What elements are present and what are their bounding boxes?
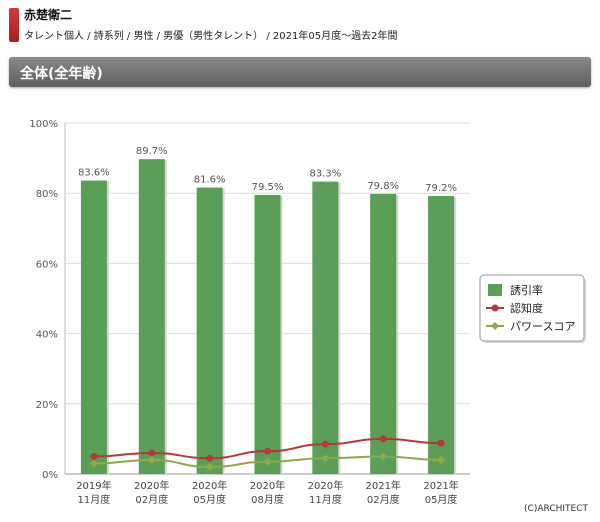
y-tick-label: 60%: [36, 259, 58, 270]
section-header: 全体(全年齢): [9, 57, 591, 87]
x-tick-label: 2019年 11月度: [76, 479, 111, 506]
y-tick-label: 20%: [36, 400, 58, 411]
bar: [138, 159, 165, 474]
legend-label: 誘引率: [510, 283, 543, 297]
line-point: [379, 452, 388, 461]
x-tick-label: 2020年 08月度: [250, 479, 285, 506]
line-point: [148, 449, 156, 457]
legend-label: パワースコア: [510, 320, 575, 333]
legend-marker: [491, 322, 499, 330]
line-point: [205, 462, 214, 471]
x-tick-label: 2020年 11月度: [308, 479, 343, 506]
x-tick-label: 2021年 02月度: [365, 479, 400, 506]
bar: [80, 180, 107, 474]
line-point: [89, 459, 98, 468]
bar: [370, 193, 397, 475]
x-tick-label: 2020年 02月度: [134, 479, 169, 506]
data-label: 83.6%: [78, 168, 110, 179]
line-point: [321, 440, 329, 448]
legend-marker: [491, 304, 499, 312]
y-tick-label: 40%: [36, 330, 58, 341]
x-tick-label: 2021年 05月度: [423, 479, 458, 506]
data-label: 79.5%: [252, 182, 284, 193]
data-label: 79.8%: [367, 181, 399, 192]
line-point: [263, 457, 272, 466]
copyright-credit: (C)ARCHITECT: [524, 504, 588, 514]
bar: [312, 181, 339, 474]
line-point: [147, 455, 156, 464]
x-tick-label: 2020年 05月度: [192, 479, 227, 506]
bar: [196, 187, 223, 475]
data-label: 83.3%: [309, 169, 341, 180]
line-point: [437, 439, 445, 447]
y-tick-label: 0%: [42, 470, 58, 481]
line-point: [379, 435, 387, 443]
data-label: 81.6%: [194, 175, 226, 186]
data-label: 79.2%: [425, 183, 457, 194]
y-tick-label: 100%: [29, 119, 58, 130]
line-point: [264, 447, 271, 455]
legend-swatch: [488, 284, 502, 296]
y-tick-label: 80%: [36, 189, 58, 200]
section-title: 全体(全年齢): [20, 66, 103, 82]
legend-label: 認知度: [510, 301, 543, 315]
bar: [428, 196, 455, 474]
line-point: [90, 452, 98, 460]
breadcrumb: タレント個人 / 詩系列 / 男性 / 男優（男性タレント） / 2021年05…: [24, 31, 398, 42]
data-label: 89.7%: [136, 146, 168, 157]
talent-name: 赤楚衛二: [24, 8, 73, 22]
line-point: [206, 454, 214, 462]
header-accent-bar: [9, 8, 19, 42]
line-point: [437, 455, 446, 464]
legend: [479, 274, 585, 342]
line-point: [321, 454, 330, 463]
bar: [254, 194, 281, 474]
